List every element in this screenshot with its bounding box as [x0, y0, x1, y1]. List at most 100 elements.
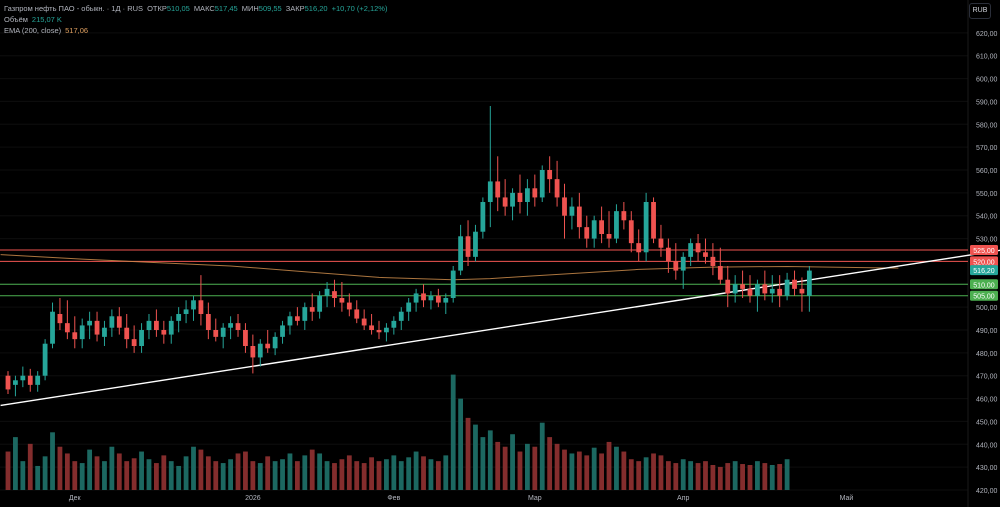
- candle-body: [599, 220, 604, 234]
- volume-bar: [332, 463, 337, 490]
- candle-body: [769, 288, 775, 294]
- volume-bar: [525, 443, 530, 490]
- candle-body: [250, 346, 256, 358]
- y-tick-label: 450,00: [976, 419, 998, 426]
- volume-bar: [547, 437, 553, 490]
- trendline-line: [0, 249, 1000, 407]
- y-tick-label: 430,00: [976, 465, 998, 472]
- candle-body: [161, 330, 167, 335]
- last-price-label: 516,20: [973, 268, 995, 275]
- candle-body: [732, 284, 738, 294]
- candle-body: [376, 330, 382, 333]
- candle-body: [621, 211, 627, 221]
- volume-bar: [636, 461, 642, 490]
- candle-body: [628, 220, 634, 244]
- candles: [5, 106, 812, 397]
- candle-body: [57, 314, 63, 324]
- candle-body: [213, 330, 219, 337]
- candle-body: [391, 320, 397, 328]
- volume-bar: [435, 461, 441, 490]
- volume-bar: [621, 451, 627, 490]
- volume-bar: [473, 424, 478, 490]
- candle-body: [139, 330, 144, 346]
- candle-body: [257, 343, 263, 358]
- candle-body: [64, 323, 70, 333]
- candle-body: [458, 236, 464, 271]
- volume-bar: [532, 446, 538, 490]
- symbol-title[interactable]: Газпром нефть ПАО - обыкн. · 1Д · RUS: [4, 4, 144, 13]
- volume-bar: [725, 463, 731, 490]
- volume-bar: [391, 455, 397, 490]
- low-label: МИН: [241, 4, 259, 13]
- volume-bar: [421, 456, 426, 490]
- candle-body: [539, 170, 545, 198]
- candle-body: [228, 323, 233, 328]
- low-value: 509,55: [258, 4, 282, 13]
- volume-bar: [50, 432, 55, 490]
- volume-bar: [740, 464, 745, 490]
- y-tick-label: 590,00: [976, 99, 998, 106]
- time-axis: Дек 2026 Фев Мар Апр Май: [69, 494, 853, 502]
- level-tag-label: 510,00: [973, 282, 995, 289]
- candle-body: [510, 192, 515, 207]
- candle-body: [799, 288, 805, 294]
- volume-bar: [554, 443, 560, 490]
- volume-bar: [243, 451, 248, 490]
- volume-bar: [658, 455, 664, 490]
- candle-body: [717, 266, 723, 280]
- candle-body: [154, 320, 159, 330]
- y-tick-label: 530,00: [976, 237, 998, 244]
- candle-body: [636, 243, 642, 253]
- y-tick-label: 490,00: [976, 328, 998, 335]
- level-tag: [970, 290, 998, 301]
- candle-body: [658, 238, 664, 248]
- open-label: ОТКР: [147, 4, 167, 13]
- candle-body: [243, 330, 248, 346]
- volume-bar: [139, 451, 144, 490]
- candle-body: [27, 375, 33, 385]
- volume-bar: [102, 461, 107, 490]
- volume-bar: [673, 463, 679, 490]
- candle-body: [20, 375, 26, 381]
- legend-ema-row[interactable]: EMA (200, close) 517,06: [4, 25, 387, 36]
- volume-bar: [732, 461, 738, 490]
- x-tick-label: Апр: [677, 495, 689, 502]
- y-tick-label: 620,00: [976, 31, 998, 38]
- candle-body: [146, 320, 152, 330]
- volume-bar: [220, 463, 226, 490]
- candle-body: [102, 327, 107, 337]
- volume-bar: [257, 463, 263, 490]
- candle-body: [725, 279, 731, 294]
- volume-bar: [703, 461, 708, 490]
- y-tick-label: 470,00: [976, 374, 998, 381]
- volume-bar: [651, 453, 656, 490]
- candle-body: [517, 192, 523, 202]
- y-tick-label: 580,00: [976, 122, 998, 129]
- level-tag-label: 520,00: [973, 259, 995, 266]
- candle-body: [280, 325, 285, 337]
- candle-body: [651, 202, 656, 239]
- volume-bar: [487, 430, 493, 490]
- volume-bar: [784, 459, 790, 490]
- close-label: ЗАКР: [285, 4, 305, 13]
- volume-bar: [584, 455, 590, 490]
- candle-body: [643, 202, 649, 253]
- volume-bar: [5, 451, 11, 490]
- volume-bar: [443, 455, 449, 490]
- currency-button[interactable]: RUB: [969, 3, 991, 19]
- candle-body: [606, 234, 612, 239]
- candle-body: [673, 261, 679, 271]
- legend-volume-row[interactable]: Объём 215,07 K: [4, 14, 387, 25]
- level-tag: [970, 279, 998, 290]
- candle-body: [480, 202, 486, 232]
- volume-bar: [665, 461, 671, 490]
- candle-body: [695, 243, 701, 253]
- volume-bar: [354, 461, 360, 490]
- volume-bar: [688, 461, 694, 490]
- chart-legend: Газпром нефть ПАО - обыкн. · 1Д · RUS ОТ…: [4, 3, 387, 36]
- candle-body: [554, 179, 560, 198]
- candle-body: [435, 295, 441, 303]
- candle-body: [755, 284, 760, 296]
- volume-bar: [191, 446, 196, 490]
